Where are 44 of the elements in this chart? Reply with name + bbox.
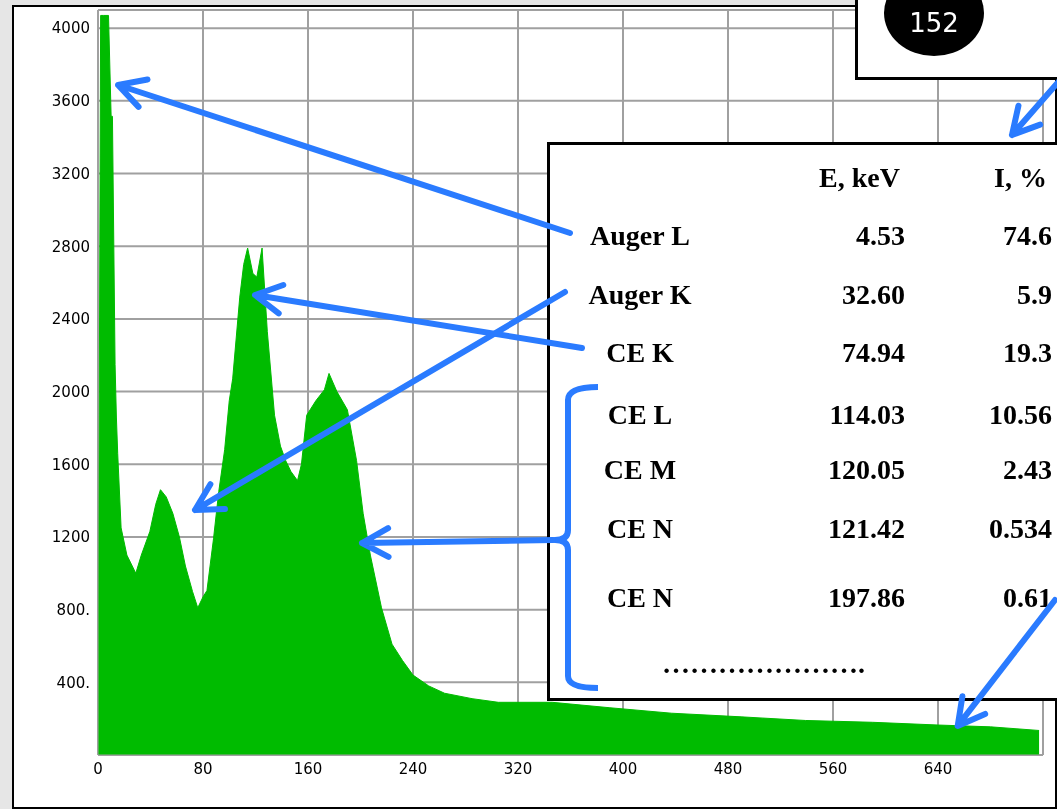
x-tick-label: 640: [923, 759, 953, 778]
x-tick-label: 240: [398, 759, 428, 778]
annotation: 4.53: [855, 220, 905, 252]
annotation: 74.6: [1003, 220, 1052, 251]
x-tick-label: 320: [503, 759, 533, 778]
annotation: 121.42: [827, 513, 905, 545]
annotation: 19.3: [1003, 337, 1052, 368]
annotation: I, %: [993, 162, 1047, 194]
y-tick-label: 400.: [56, 673, 90, 692]
annotation: CE L: [606, 399, 674, 431]
x-tick-label: 480: [713, 759, 743, 778]
y-tick-label: 4000: [51, 19, 90, 38]
annotation: 120.05: [827, 454, 905, 486]
annotation: CE N: [605, 582, 675, 614]
annotation: 74.94: [841, 337, 905, 369]
y-tick-label: 1600: [51, 455, 90, 474]
annotation: 32.60: [841, 279, 905, 311]
annotation: CE N: [605, 513, 675, 545]
y-tick-label: 2000: [51, 382, 90, 401]
x-tick-label: 400: [608, 759, 638, 778]
y-tick-label: 800.: [56, 600, 90, 619]
annotation: CE K: [605, 337, 675, 369]
y-tick-label: 3200: [51, 164, 90, 183]
annotation: E, keV: [818, 162, 900, 194]
annotation: 5.9: [1017, 279, 1052, 310]
y-tick-label: 2800: [51, 237, 90, 256]
y-tick-label: 2400: [51, 310, 90, 329]
x-tick-label: 560: [818, 759, 848, 778]
y-tick-label: 1200: [51, 528, 90, 547]
annotation: 10.56: [989, 399, 1052, 430]
annotation: Auger L: [589, 220, 691, 252]
x-tick-label: 0: [93, 759, 103, 778]
x-tick-label: 80: [193, 759, 213, 778]
annotation: 114.03: [828, 399, 905, 431]
annotation: Auger K: [587, 279, 693, 311]
annotation: 0.534: [989, 513, 1052, 544]
annotation: 197.86: [827, 582, 905, 614]
x-tick-label: 160: [293, 759, 323, 778]
annotation: 2.43: [1003, 454, 1052, 485]
y-tick-label: 3600: [51, 92, 90, 111]
annotation: CE M: [602, 454, 678, 486]
annotation: ………………….: [662, 648, 865, 680]
annotation: 152: [908, 8, 960, 38]
annotation: 0.61: [1003, 582, 1052, 613]
